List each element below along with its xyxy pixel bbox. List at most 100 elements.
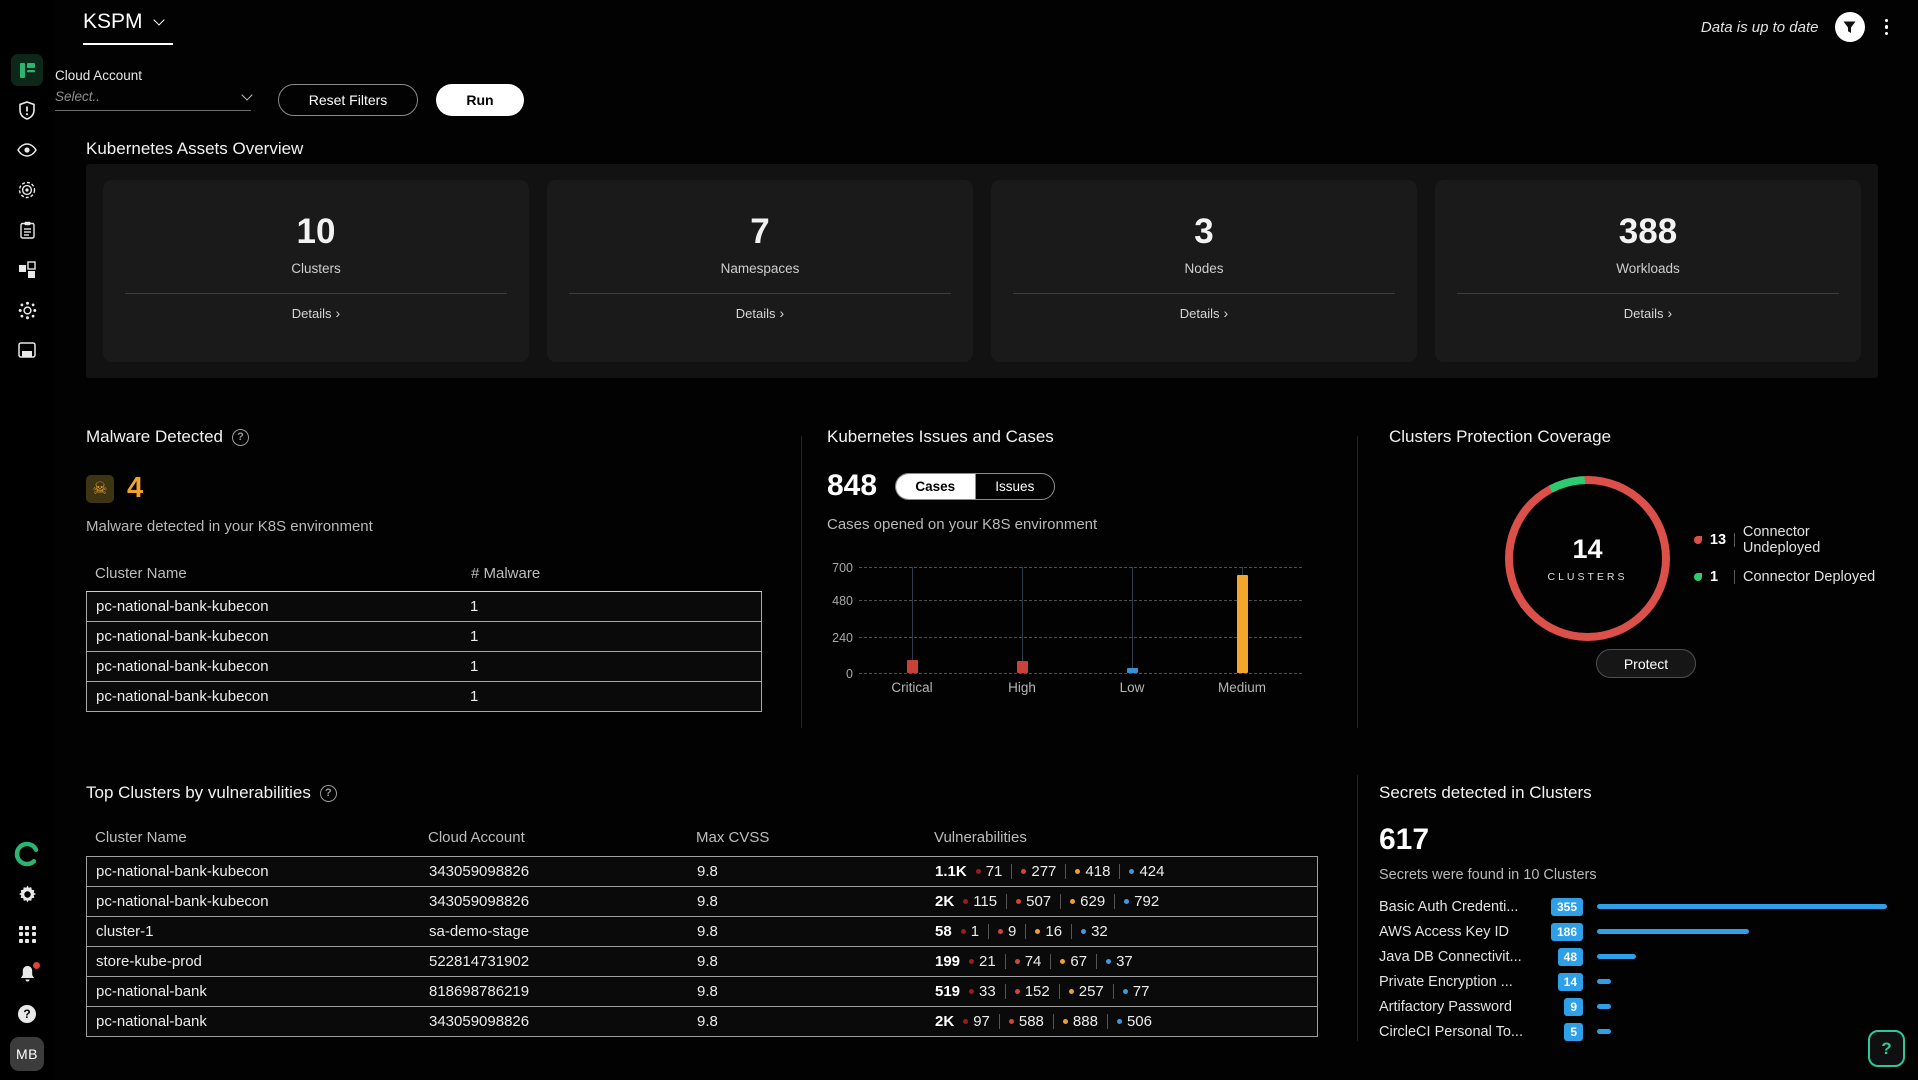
sidebar-item-visibility[interactable]: [0, 130, 54, 170]
secret-row[interactable]: Artifactory Password 9: [1379, 997, 1891, 1016]
top-clusters-section: Top Clusters by vulnerabilities ? Cluste…: [86, 783, 1326, 1037]
separator: [1004, 954, 1006, 969]
severity-count: 97: [963, 1013, 990, 1030]
severity-count: 629: [1070, 893, 1105, 910]
malware-count-cell: 1: [470, 628, 479, 645]
filter-button[interactable]: [1834, 12, 1865, 42]
secret-label: Java DB Connectivit...: [1379, 948, 1522, 965]
sidebar-apps[interactable]: [0, 914, 54, 954]
table-row[interactable]: pc-national-bank-kubecon 343059098826 9.8 2…: [86, 887, 1318, 917]
x-tick-label: Medium: [1217, 680, 1266, 695]
apps-grid-icon: [18, 925, 36, 943]
kebab-menu-button[interactable]: [1881, 15, 1893, 40]
asset-card-icon: [18, 342, 36, 358]
app-switcher[interactable]: KSPM: [83, 10, 173, 45]
y-tick-label: 0: [846, 667, 853, 681]
separator: [998, 1014, 1000, 1029]
details-link[interactable]: Details ›: [735, 305, 785, 321]
cluster-name-cell: pc-national-bank: [96, 1013, 207, 1030]
vuln-total: 58: [935, 923, 952, 940]
donut-center: 14 CLUSTERS: [1513, 484, 1662, 633]
help-icon[interactable]: ?: [232, 428, 250, 446]
secret-bar: [1597, 1004, 1611, 1009]
help-icon[interactable]: ?: [319, 784, 337, 802]
table-row[interactable]: store-kube-prod 522814731902 9.8 199 21 74 67 3…: [86, 947, 1318, 977]
severity-count: 67: [1060, 953, 1087, 970]
sidebar-help[interactable]: ?: [0, 994, 54, 1034]
table-row[interactable]: pc-national-bank-kubecon 343059098826 9.8 1…: [86, 857, 1318, 887]
severity-dot: [1016, 899, 1022, 904]
severity-count: 888: [1062, 1013, 1098, 1030]
protect-button[interactable]: Protect: [1596, 649, 1696, 678]
malware-section: Malware Detected ? ☠ 4 Malware detected …: [86, 427, 786, 712]
separator: [1060, 894, 1062, 909]
secret-row[interactable]: AWS Access Key ID 186: [1379, 922, 1891, 941]
secret-count-badge: 5: [1564, 1022, 1583, 1041]
donut-value: 14: [1572, 534, 1603, 564]
details-link[interactable]: Details ›: [1623, 305, 1673, 321]
gridline: [859, 673, 1302, 674]
details-link[interactable]: Details ›: [291, 305, 341, 321]
tab-cases[interactable]: Cases: [896, 473, 975, 499]
asset-value: 10: [296, 212, 336, 251]
sidebar-item-alerts[interactable]: [0, 90, 54, 130]
table-row[interactable]: pc-national-bank-kubecon 1: [86, 592, 762, 622]
secret-row[interactable]: Private Encryption ... 14: [1379, 972, 1891, 991]
legend-item-undeployed: 13 Connector Undeployed: [1694, 524, 1889, 556]
cluster-name-cell: pc-national-bank-kubecon: [96, 628, 269, 645]
severity-dot: [975, 869, 981, 874]
tab-issues[interactable]: Issues: [974, 473, 1055, 499]
filter-row: Cloud Account Select.. Reset Filters Run: [55, 68, 524, 116]
severity-count: 32: [1081, 923, 1108, 940]
run-button[interactable]: Run: [436, 84, 524, 116]
separator: [1096, 954, 1098, 969]
severity-dot: [1021, 869, 1027, 874]
category-stem: [912, 567, 913, 673]
max-cvss-cell: 9.8: [697, 1013, 718, 1030]
clusters-table-header: Cluster Name Cloud Account Max CVSS Vuln…: [86, 829, 1318, 857]
column-header: Vulnerabilities: [934, 829, 1027, 846]
sidebar-item-assets[interactable]: [0, 330, 54, 370]
secret-row[interactable]: CircleCI Personal To... 5: [1379, 1022, 1891, 1041]
help-fab-button[interactable]: ?: [1868, 1030, 1905, 1067]
skull-icon: ☠: [86, 474, 114, 503]
title-underline: [83, 43, 173, 45]
reset-filters-button[interactable]: Reset Filters: [278, 84, 418, 116]
category-stem: [1132, 567, 1133, 673]
x-tick-label: High: [1008, 680, 1036, 695]
legend-value: 1: [1710, 569, 1719, 585]
table-row[interactable]: pc-national-bank-kubecon 1: [86, 682, 762, 712]
severity-count: 33: [969, 983, 996, 1000]
cluster-name-cell: cluster-1: [96, 923, 154, 940]
table-row[interactable]: pc-national-bank 343059098826 9.8 2K 97 588 88…: [86, 1007, 1318, 1037]
sidebar-settings[interactable]: [0, 874, 54, 914]
separator: [1050, 954, 1052, 969]
severity-dot: [1129, 869, 1135, 874]
table-row[interactable]: cluster-1 sa-demo-stage 9.8 58 1 9 16 32: [86, 917, 1318, 947]
secret-row[interactable]: Java DB Connectivit... 48: [1379, 947, 1891, 966]
sidebar-avatar[interactable]: MB: [0, 1034, 54, 1074]
gridline: [859, 600, 1302, 602]
table-row[interactable]: pc-national-bank-kubecon 1: [86, 652, 762, 682]
shield-alert-icon: [18, 100, 36, 120]
details-link[interactable]: Details ›: [1179, 305, 1229, 321]
secret-count-badge: 355: [1550, 897, 1583, 916]
legend-item-deployed: 1 Connector Deployed: [1694, 569, 1889, 585]
cloud-account-cell: 343059098826: [429, 1013, 530, 1030]
virus-icon: [18, 301, 37, 320]
sidebar-notifications[interactable]: [0, 954, 54, 994]
secret-row[interactable]: Basic Auth Credenti... 355: [1379, 897, 1891, 916]
y-tick-label: 240: [832, 630, 853, 645]
sidebar-item-workloads[interactable]: [0, 250, 54, 290]
malware-table-body: pc-national-bank-kubecon 1 pc-national-ban…: [86, 592, 762, 712]
severity-count: 16: [1035, 923, 1062, 940]
table-row[interactable]: pc-national-bank 818698786219 9.8 519 33 152 2…: [86, 977, 1318, 1007]
sidebar-item-malware[interactable]: [0, 290, 54, 330]
sidebar-item-inventory[interactable]: [0, 210, 54, 250]
cloud-account-filter: Cloud Account Select..: [55, 68, 253, 111]
table-row[interactable]: pc-national-bank-kubecon 1: [86, 622, 762, 652]
cluster-name-cell: pc-national-bank-kubecon: [96, 658, 269, 675]
cloud-account-select[interactable]: Select..: [55, 88, 253, 111]
sidebar-item-dashboard[interactable]: [0, 50, 54, 90]
sidebar-item-compliance[interactable]: [0, 170, 54, 210]
